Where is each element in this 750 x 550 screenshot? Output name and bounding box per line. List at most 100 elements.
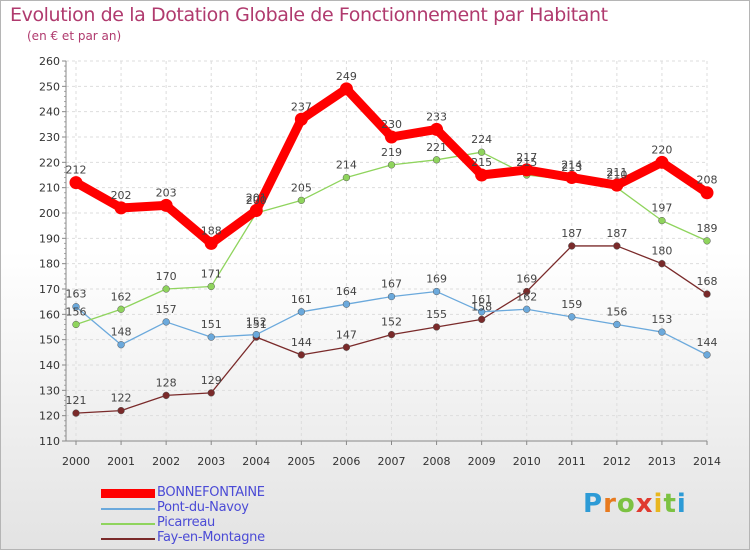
y-tick-label: 240 bbox=[39, 106, 60, 119]
data-label: 156 bbox=[606, 305, 627, 318]
data-point bbox=[162, 391, 170, 400]
logo-letter: i bbox=[653, 489, 664, 519]
y-tick-label: 200 bbox=[39, 207, 60, 220]
data-point bbox=[520, 163, 534, 177]
data-label: 208 bbox=[697, 174, 718, 187]
legend-swatch bbox=[101, 489, 155, 498]
data-point bbox=[207, 282, 215, 291]
data-label: 122 bbox=[111, 392, 132, 405]
data-point bbox=[117, 305, 125, 313]
data-point bbox=[565, 171, 579, 185]
x-tick-label: 2004 bbox=[242, 455, 270, 468]
data-point bbox=[252, 330, 260, 339]
data-point bbox=[658, 328, 666, 336]
data-label: 214 bbox=[336, 159, 357, 172]
data-point bbox=[432, 156, 441, 164]
data-label: 152 bbox=[246, 316, 267, 329]
data-label: 169 bbox=[426, 273, 447, 286]
data-point bbox=[703, 237, 711, 245]
data-point bbox=[69, 176, 83, 190]
data-point bbox=[387, 161, 396, 169]
data-label: 221 bbox=[426, 141, 447, 154]
data-point bbox=[297, 196, 306, 204]
x-tick-label: 2005 bbox=[287, 455, 315, 468]
x-tick-label: 2011 bbox=[558, 455, 586, 468]
logo-letter: x bbox=[635, 489, 654, 519]
y-tick-label: 130 bbox=[39, 384, 60, 397]
data-label: 163 bbox=[66, 288, 87, 301]
y-tick-label: 250 bbox=[39, 80, 60, 93]
data-point bbox=[204, 236, 218, 250]
x-tick-label: 2002 bbox=[152, 455, 180, 468]
data-label: 220 bbox=[651, 143, 672, 156]
data-label: 233 bbox=[426, 110, 447, 123]
x-tick-label: 2013 bbox=[648, 455, 676, 468]
x-tick-label: 2001 bbox=[107, 455, 135, 468]
data-point bbox=[610, 178, 624, 192]
data-point bbox=[477, 148, 486, 156]
data-label: 168 bbox=[697, 275, 718, 288]
data-point bbox=[72, 303, 80, 311]
data-point bbox=[523, 287, 531, 296]
legend-label: Pont-du-Navoy bbox=[157, 500, 249, 515]
data-label: 129 bbox=[201, 374, 222, 387]
data-point bbox=[387, 330, 396, 339]
data-label: 230 bbox=[381, 118, 402, 131]
x-tick-label: 2000 bbox=[62, 455, 90, 468]
data-label: 144 bbox=[291, 336, 312, 349]
x-tick-label: 2009 bbox=[468, 455, 496, 468]
data-point bbox=[114, 201, 128, 215]
data-label: 121 bbox=[66, 394, 87, 407]
data-label: 187 bbox=[606, 227, 627, 240]
proxiti-logo: Proxiti bbox=[583, 489, 687, 519]
data-label: 224 bbox=[471, 133, 492, 146]
data-point bbox=[387, 292, 396, 301]
y-tick-label: 260 bbox=[39, 55, 60, 68]
data-point bbox=[700, 186, 714, 200]
data-point bbox=[658, 260, 666, 268]
data-label: 155 bbox=[426, 308, 447, 321]
data-label: 148 bbox=[111, 326, 132, 339]
data-label: 153 bbox=[651, 313, 672, 326]
data-label: 215 bbox=[471, 156, 492, 169]
x-tick-label: 2012 bbox=[603, 455, 631, 468]
series-layer bbox=[69, 82, 714, 417]
data-point bbox=[72, 320, 80, 329]
data-point bbox=[207, 333, 215, 341]
data-point bbox=[613, 242, 621, 250]
data-label: 161 bbox=[471, 293, 492, 306]
data-point bbox=[159, 198, 173, 212]
logo-letter: o bbox=[616, 489, 636, 519]
data-label: 171 bbox=[201, 267, 222, 280]
data-label: 203 bbox=[156, 186, 177, 199]
data-label: 188 bbox=[201, 224, 222, 237]
data-point bbox=[703, 290, 711, 298]
y-tick-label: 140 bbox=[39, 359, 60, 372]
data-label: 159 bbox=[561, 298, 582, 311]
data-label: 128 bbox=[156, 376, 177, 389]
data-label: 211 bbox=[606, 166, 627, 179]
data-label: 151 bbox=[246, 318, 267, 331]
logo-letter: P bbox=[583, 489, 604, 519]
data-point bbox=[385, 130, 398, 144]
data-point bbox=[297, 308, 306, 316]
data-label: 156 bbox=[66, 305, 87, 318]
data-point bbox=[613, 320, 621, 329]
data-point bbox=[477, 315, 486, 324]
data-label: 180 bbox=[651, 245, 672, 258]
data-label: 202 bbox=[111, 189, 132, 202]
data-point bbox=[342, 173, 351, 182]
y-axis-tick-labels: 110 120 130 140 150 160 170 180 190 200 210 220 230 2… bbox=[39, 55, 60, 448]
data-point bbox=[658, 216, 666, 225]
data-point bbox=[72, 409, 80, 417]
data-label: 162 bbox=[516, 290, 537, 303]
x-tick-label: 2003 bbox=[197, 455, 225, 468]
legend-label: Picarreau bbox=[157, 515, 215, 530]
y-tick-label: 180 bbox=[39, 258, 60, 271]
data-label: 197 bbox=[651, 202, 672, 215]
x-tick-label: 2008 bbox=[423, 455, 451, 468]
grid-lines bbox=[66, 60, 708, 442]
data-label: 237 bbox=[291, 100, 312, 113]
